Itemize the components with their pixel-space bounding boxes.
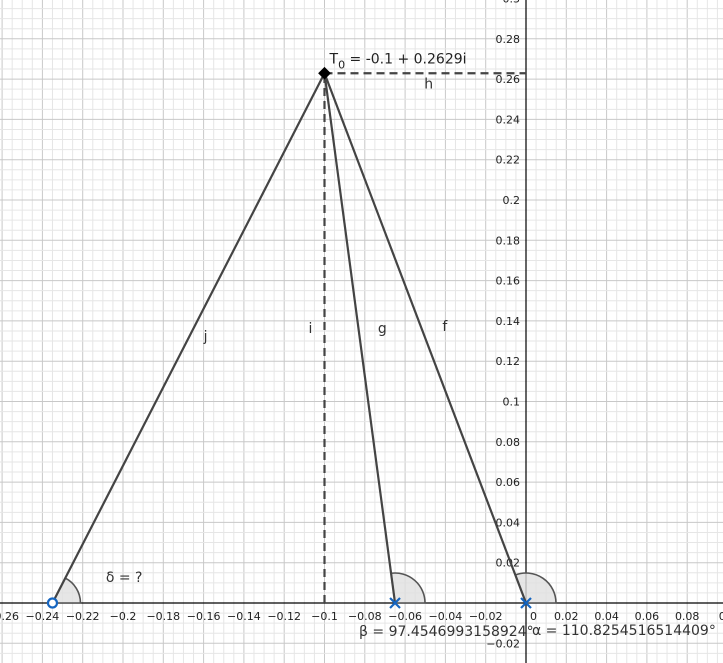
y-tick-label: 0.24 [496,113,521,126]
y-tick-label: 0.3 [503,0,521,6]
y-tick-label: 0.18 [496,234,521,247]
x-tick-label: 0.04 [594,610,619,623]
segment-g [325,73,396,603]
x-tick-label: −0.26 [0,610,19,623]
angle-alpha-label: α = 110.8254516514409° [532,623,716,639]
segment-j-label: j [203,329,208,345]
t0-value: = -0.1 + 0.2629i [345,51,466,67]
t0-subscript: 0 [338,58,345,71]
construction [48,67,556,608]
x-tick-label: 0.02 [554,610,579,623]
angle-delta-sector [52,578,80,603]
x-tick-label: −0.24 [26,610,60,623]
x-tick-label: −0.06 [388,610,422,623]
segment-j [52,73,324,603]
y-tick-label: 0.12 [496,355,521,368]
angle-beta-label: β = 97.4546993158924° [359,624,534,640]
x-tick-label: −0.14 [227,610,261,623]
x-tick-label: −0.22 [66,610,100,623]
y-tick-label: 0.04 [496,516,521,529]
x-tick-label: −0.18 [146,610,180,623]
y-tick-label: 0.08 [496,436,521,449]
t0-letter: T [329,51,339,67]
segment-h-label: h [424,76,433,92]
y-tick-label: 0.02 [496,557,521,570]
x-tick-label: −0.2 [110,610,137,623]
x-tick-label: 0.08 [675,610,700,623]
x-tick-label: −0.12 [267,610,301,623]
y-tick-label: 0.1 [503,396,521,409]
x-tick-label: −0.16 [187,610,221,623]
y-tick-label: 0.2 [503,194,521,207]
angle-delta-label: δ = ? [106,570,143,586]
y-tick-label: 0.22 [496,154,521,167]
angle-beta-sector [391,573,425,603]
point-delta-vertex-marker [48,599,57,608]
y-tick-label: 0.26 [496,73,521,86]
x-tick-label: 0.06 [635,610,660,623]
y-tick-label: 0.28 [496,33,521,46]
x-tick-label: −0.04 [429,610,463,623]
segment-i-label: i [309,321,313,337]
x-tick-label: −0.08 [348,610,382,623]
y-tick-label: 0.14 [496,315,521,328]
x-tick-label: 0 [530,610,537,623]
y-tick-label: 0.06 [496,476,521,489]
y-tick-label: 0.16 [496,275,521,288]
segment-g-label: g [378,321,387,337]
x-tick-label: 0.1 [719,610,723,623]
x-tick-label: −0.1 [311,610,338,623]
x-tick-label: −0.02 [469,610,503,623]
